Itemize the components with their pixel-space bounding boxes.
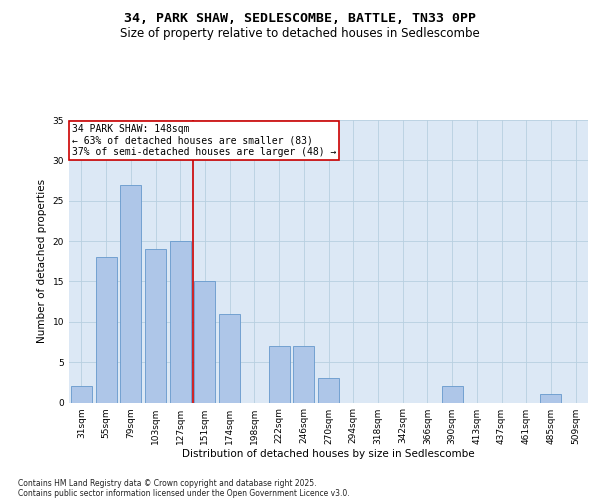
Bar [170,241,191,402]
Bar [293,346,314,403]
Text: Size of property relative to detached houses in Sedlescombe: Size of property relative to detached ho… [120,28,480,40]
Text: Contains HM Land Registry data © Crown copyright and database right 2025.: Contains HM Land Registry data © Crown c… [18,478,317,488]
Text: 34 PARK SHAW: 148sqm
← 63% of detached houses are smaller (83)
37% of semi-detac: 34 PARK SHAW: 148sqm ← 63% of detached h… [71,124,336,158]
Bar [95,257,116,402]
Text: 34, PARK SHAW, SEDLESCOMBE, BATTLE, TN33 0PP: 34, PARK SHAW, SEDLESCOMBE, BATTLE, TN33… [124,12,476,26]
Y-axis label: Number of detached properties: Number of detached properties [37,179,47,344]
Bar [219,314,240,402]
Bar [194,282,215,403]
Bar [71,386,92,402]
Bar [442,386,463,402]
Text: Contains public sector information licensed under the Open Government Licence v3: Contains public sector information licen… [18,488,350,498]
Bar [318,378,339,402]
X-axis label: Distribution of detached houses by size in Sedlescombe: Distribution of detached houses by size … [182,450,475,460]
Bar [145,249,166,402]
Bar [120,184,141,402]
Bar [541,394,562,402]
Bar [269,346,290,403]
